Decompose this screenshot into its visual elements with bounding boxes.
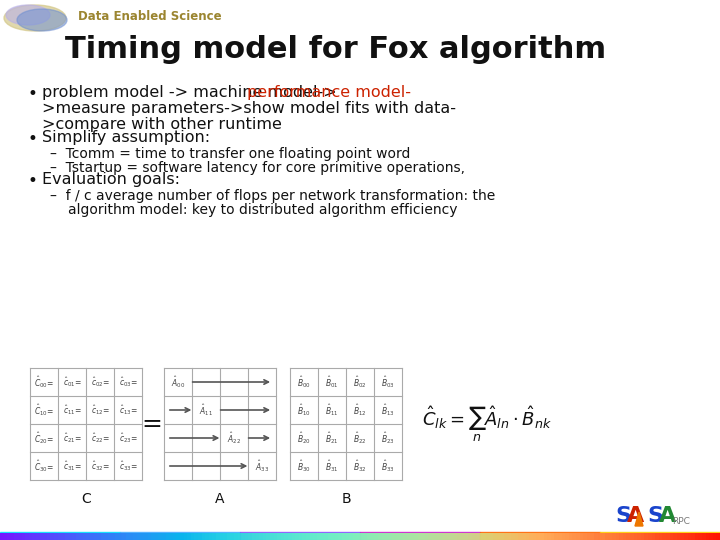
Text: performance model-: performance model-	[246, 85, 410, 100]
Text: algorithm model: key to distributed algorithm efficiency: algorithm model: key to distributed algo…	[68, 203, 457, 217]
Text: $\hat{B}_{13}$: $\hat{B}_{13}$	[381, 402, 395, 418]
Text: $\hat{B}_{11}$: $\hat{B}_{11}$	[325, 402, 339, 418]
Text: •: •	[28, 172, 38, 190]
Text: $\hat{C}_{20}$=: $\hat{C}_{20}$=	[34, 430, 54, 446]
Ellipse shape	[4, 5, 66, 31]
Text: •: •	[28, 130, 38, 148]
Text: A: A	[659, 506, 676, 526]
Bar	[480, 532, 600, 540]
Text: •: •	[28, 85, 38, 103]
Text: Simplify assumption:: Simplify assumption:	[42, 130, 210, 145]
Text: A: A	[627, 506, 644, 526]
Polygon shape	[635, 512, 643, 526]
Text: $\hat{c}_{01}$=: $\hat{c}_{01}$=	[63, 375, 81, 389]
Text: –  Tstartup = software latency for core primitive operations,: – Tstartup = software latency for core p…	[50, 161, 465, 175]
Text: $\hat{B}_{20}$: $\hat{B}_{20}$	[297, 430, 311, 446]
Text: $\hat{B}_{00}$: $\hat{B}_{00}$	[297, 374, 311, 390]
Text: C: C	[81, 492, 91, 506]
Text: $\hat{c}_{03}$=: $\hat{c}_{03}$=	[119, 375, 138, 389]
Text: $\hat{c}_{32}$=: $\hat{c}_{32}$=	[91, 459, 109, 473]
Text: Data Enabled Science: Data Enabled Science	[78, 10, 222, 24]
Text: $\hat{A}_{33}$: $\hat{A}_{33}$	[255, 458, 269, 474]
Text: $\hat{B}_{02}$: $\hat{B}_{02}$	[354, 374, 366, 390]
Text: >measure parameters->show model fits with data-: >measure parameters->show model fits wit…	[42, 101, 456, 116]
Bar	[240, 532, 360, 540]
Text: $\hat{B}_{10}$: $\hat{B}_{10}$	[297, 402, 311, 418]
Text: S: S	[615, 506, 631, 526]
Text: $\hat{B}_{12}$: $\hat{B}_{12}$	[354, 402, 366, 418]
Bar	[120, 532, 240, 540]
Text: Timing model for Fox algorithm: Timing model for Fox algorithm	[65, 36, 606, 64]
Text: A: A	[215, 492, 225, 506]
Text: $\hat{c}_{33}$=: $\hat{c}_{33}$=	[119, 459, 138, 473]
Text: $\hat{B}_{30}$: $\hat{B}_{30}$	[297, 458, 311, 474]
Text: $\hat{A}_{22}$: $\hat{A}_{22}$	[227, 430, 241, 446]
Text: $\hat{B}_{22}$: $\hat{B}_{22}$	[354, 430, 366, 446]
Text: B: B	[341, 492, 351, 506]
Text: $\hat{B}_{32}$: $\hat{B}_{32}$	[354, 458, 366, 474]
Text: $\hat{A}_{11}$: $\hat{A}_{11}$	[199, 402, 213, 418]
Text: –  Tcomm = time to transfer one floating point word: – Tcomm = time to transfer one floating …	[50, 147, 410, 161]
Text: $\hat{C}_{30}$=: $\hat{C}_{30}$=	[34, 458, 54, 474]
Text: $\hat{B}_{33}$: $\hat{B}_{33}$	[381, 458, 395, 474]
Text: $\hat{c}_{12}$=: $\hat{c}_{12}$=	[91, 403, 109, 417]
Text: Evaluation goals:: Evaluation goals:	[42, 172, 180, 187]
Text: $\hat{B}_{21}$: $\hat{B}_{21}$	[325, 430, 339, 446]
Bar	[600, 532, 720, 540]
Text: >compare with other runtime: >compare with other runtime	[42, 117, 282, 132]
Text: =: =	[142, 412, 163, 436]
Text: $\hat{B}_{01}$: $\hat{B}_{01}$	[325, 374, 339, 390]
Text: $\hat{B}_{03}$: $\hat{B}_{03}$	[381, 374, 395, 390]
Text: $\hat{c}_{22}$=: $\hat{c}_{22}$=	[91, 431, 109, 445]
Bar	[0, 532, 120, 540]
Text: –  f / c average number of flops per network transformation: the: – f / c average number of flops per netw…	[50, 189, 495, 203]
Text: $\hat{c}_{23}$=: $\hat{c}_{23}$=	[119, 431, 138, 445]
Text: $\hat{C}_{lk} = \sum_{n}\hat{A}_{ln} \cdot \hat{B}_{nk}$: $\hat{C}_{lk} = \sum_{n}\hat{A}_{ln} \cd…	[422, 404, 552, 443]
Text: problem model -> machine model->: problem model -> machine model->	[42, 85, 342, 100]
Text: $\hat{B}_{23}$: $\hat{B}_{23}$	[381, 430, 395, 446]
Ellipse shape	[6, 5, 50, 25]
Text: $\hat{C}_{00}$=: $\hat{C}_{00}$=	[34, 374, 54, 390]
Text: $\hat{c}_{11}$=: $\hat{c}_{11}$=	[63, 403, 81, 417]
Ellipse shape	[17, 9, 67, 31]
Bar	[360, 532, 480, 540]
Text: $\hat{B}_{31}$: $\hat{B}_{31}$	[325, 458, 339, 474]
Text: $\hat{A}_{00}$: $\hat{A}_{00}$	[171, 374, 185, 390]
Text: $\hat{c}_{13}$=: $\hat{c}_{13}$=	[119, 403, 138, 417]
Text: $\hat{c}_{21}$=: $\hat{c}_{21}$=	[63, 431, 81, 445]
Text: RPC: RPC	[672, 517, 690, 526]
Text: $\hat{c}_{31}$=: $\hat{c}_{31}$=	[63, 459, 81, 473]
Text: S: S	[647, 506, 663, 526]
Text: $\hat{C}_{10}$=: $\hat{C}_{10}$=	[34, 402, 54, 418]
Text: $\hat{c}_{02}$=: $\hat{c}_{02}$=	[91, 375, 109, 389]
